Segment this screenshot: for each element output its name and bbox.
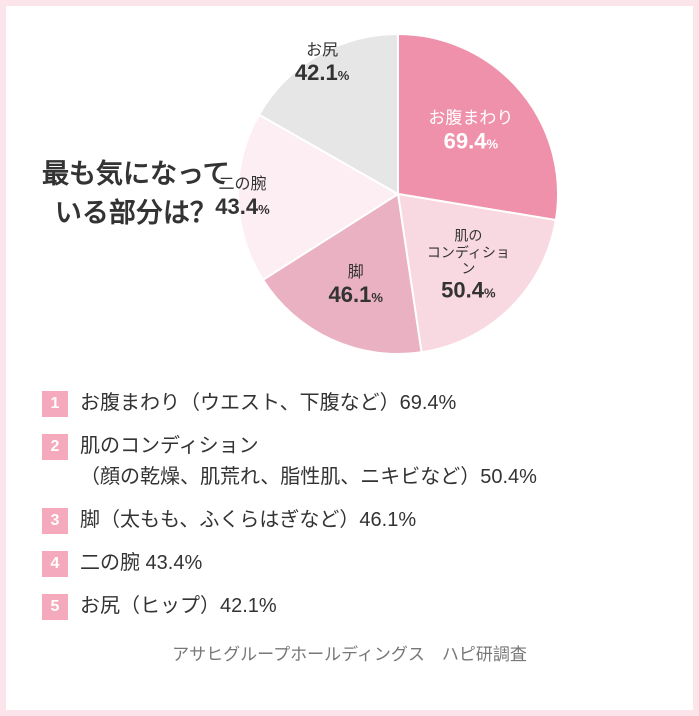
rank-text: 二の腕 43.4% bbox=[80, 548, 657, 579]
pie-slice-1 bbox=[398, 194, 556, 352]
question-line2: いる部分は？ bbox=[55, 198, 217, 228]
top-row: 最も気になって いる部分は？ お腹まわり69.4%肌のコンディション50.4%脚… bbox=[42, 34, 657, 354]
rank-badge: 3 bbox=[42, 508, 68, 534]
rank-badge: 5 bbox=[42, 594, 68, 620]
pie-svg bbox=[238, 34, 558, 354]
rank-badge: 2 bbox=[42, 434, 68, 460]
rank-text: お腹まわり（ウエスト、下腹など）69.4% bbox=[80, 388, 657, 419]
rank-row-4: 4 二の腕 43.4% bbox=[42, 548, 657, 579]
rank-badge: 1 bbox=[42, 391, 68, 417]
rank-text: お尻（ヒップ）42.1% bbox=[80, 591, 657, 622]
pie-slice-0 bbox=[398, 34, 558, 220]
ranking-list: 1 お腹まわり（ウエスト、下腹など）69.4% 2 肌のコンディション（顔の乾燥、肌荒… bbox=[42, 388, 657, 622]
rank-row-2: 2 肌のコンディション（顔の乾燥、肌荒れ、脂性肌、ニキビなど）50.4% bbox=[42, 431, 657, 493]
question-line1: 最も気になって bbox=[42, 159, 230, 189]
rank-badge: 4 bbox=[42, 551, 68, 577]
infographic-card: 最も気になって いる部分は？ お腹まわり69.4%肌のコンディション50.4%脚… bbox=[0, 0, 699, 716]
rank-row-1: 1 お腹まわり（ウエスト、下腹など）69.4% bbox=[42, 388, 657, 419]
pie-chart: お腹まわり69.4%肌のコンディション50.4%脚46.1%二の腕43.4%お尻… bbox=[238, 34, 558, 354]
rank-text: 肌のコンディション（顔の乾燥、肌荒れ、脂性肌、ニキビなど）50.4% bbox=[80, 431, 657, 493]
rank-text: 脚（太もも、ふくらはぎなど）46.1% bbox=[80, 505, 657, 536]
question-title: 最も気になって いる部分は？ bbox=[42, 155, 230, 233]
credit-line: アサヒグループホールディングス ハピ研調査 bbox=[42, 640, 657, 665]
rank-row-3: 3 脚（太もも、ふくらはぎなど）46.1% bbox=[42, 505, 657, 536]
rank-row-5: 5 お尻（ヒップ）42.1% bbox=[42, 591, 657, 622]
